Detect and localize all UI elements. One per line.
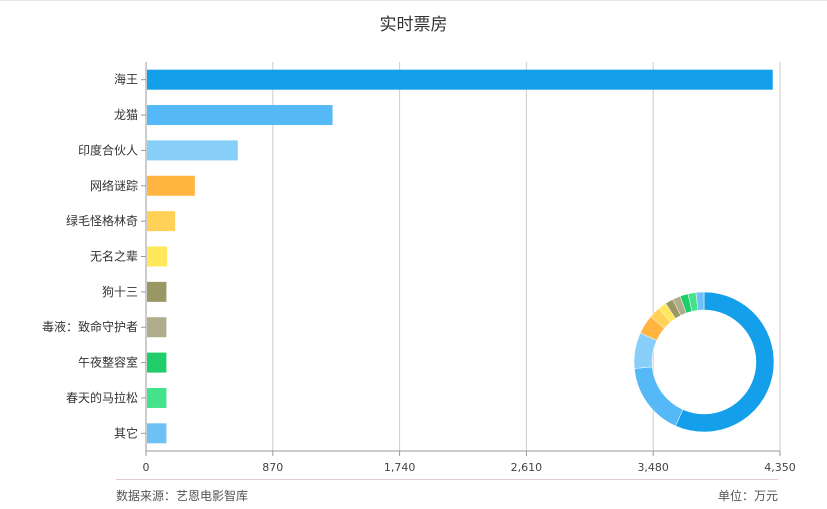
category-label: 绿毛怪格林奇 [66,213,138,228]
donut-slice [675,291,775,433]
unit-label: 单位：万元 [717,489,778,503]
x-tick-label: 870 [262,461,283,474]
category-label: 海王 [114,72,138,87]
bar [147,175,195,196]
x-tick-label: 4,350 [764,461,796,474]
donut-slice [695,291,705,311]
x-tick-label: 2,610 [511,461,543,474]
category-label: 狗十三 [102,285,138,299]
bar [147,281,167,302]
category-label: 网络谜踪 [90,178,138,193]
category-label: 毒液：致命守护者 [42,319,138,334]
bar [147,69,773,90]
bar [147,387,167,408]
category-label: 无名之辈 [90,249,138,264]
bar [147,246,168,267]
category-label: 印度合伙人 [78,142,138,157]
bar [147,105,333,126]
bar [147,317,167,338]
donut-slice [634,366,684,427]
data-source-label: 数据来源：艺恩电影智库 [116,489,249,503]
category-label: 龙猫 [114,108,138,122]
category-label: 春天的马拉松 [66,390,138,405]
bar [147,211,176,232]
x-tick-label: 1,740 [384,461,416,474]
x-tick-label: 3,480 [637,461,669,474]
top-divider [0,0,827,1]
bar [147,423,167,444]
category-label: 午夜整容室 [78,355,138,370]
footer-divider [116,479,778,480]
chart-title: 实时票房 [379,15,448,35]
bar [147,352,167,373]
bar [147,140,238,161]
category-label: 其它 [114,425,138,440]
x-tick-label: 0 [143,461,150,474]
